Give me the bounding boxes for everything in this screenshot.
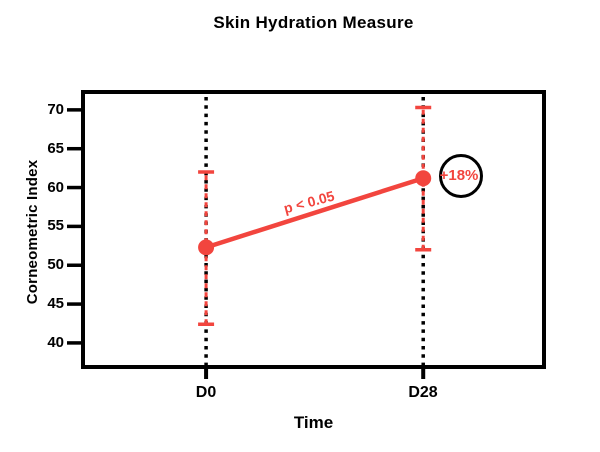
plot-frame [81,90,546,369]
chart-title: Skin Hydration Measure [213,13,414,32]
y-tick-label: 45 [47,295,64,312]
percent-change-annotation: +18% [439,167,479,184]
x-tick-label: D28 [408,384,438,401]
y-tick-label: 60 [47,179,64,196]
y-tick-label: 70 [47,101,64,118]
x-tick-label: D0 [195,384,217,401]
y-tick-label: 40 [47,334,64,351]
series-line [205,176,424,250]
y-tick-label: 65 [47,140,64,157]
percent-change-circle-icon [439,154,483,198]
data-point-marker [198,239,215,256]
y-tick-label: 55 [47,217,64,234]
data-point-marker [415,170,432,187]
x-axis-label: Time [293,413,334,432]
y-tick-label: 50 [47,256,64,273]
